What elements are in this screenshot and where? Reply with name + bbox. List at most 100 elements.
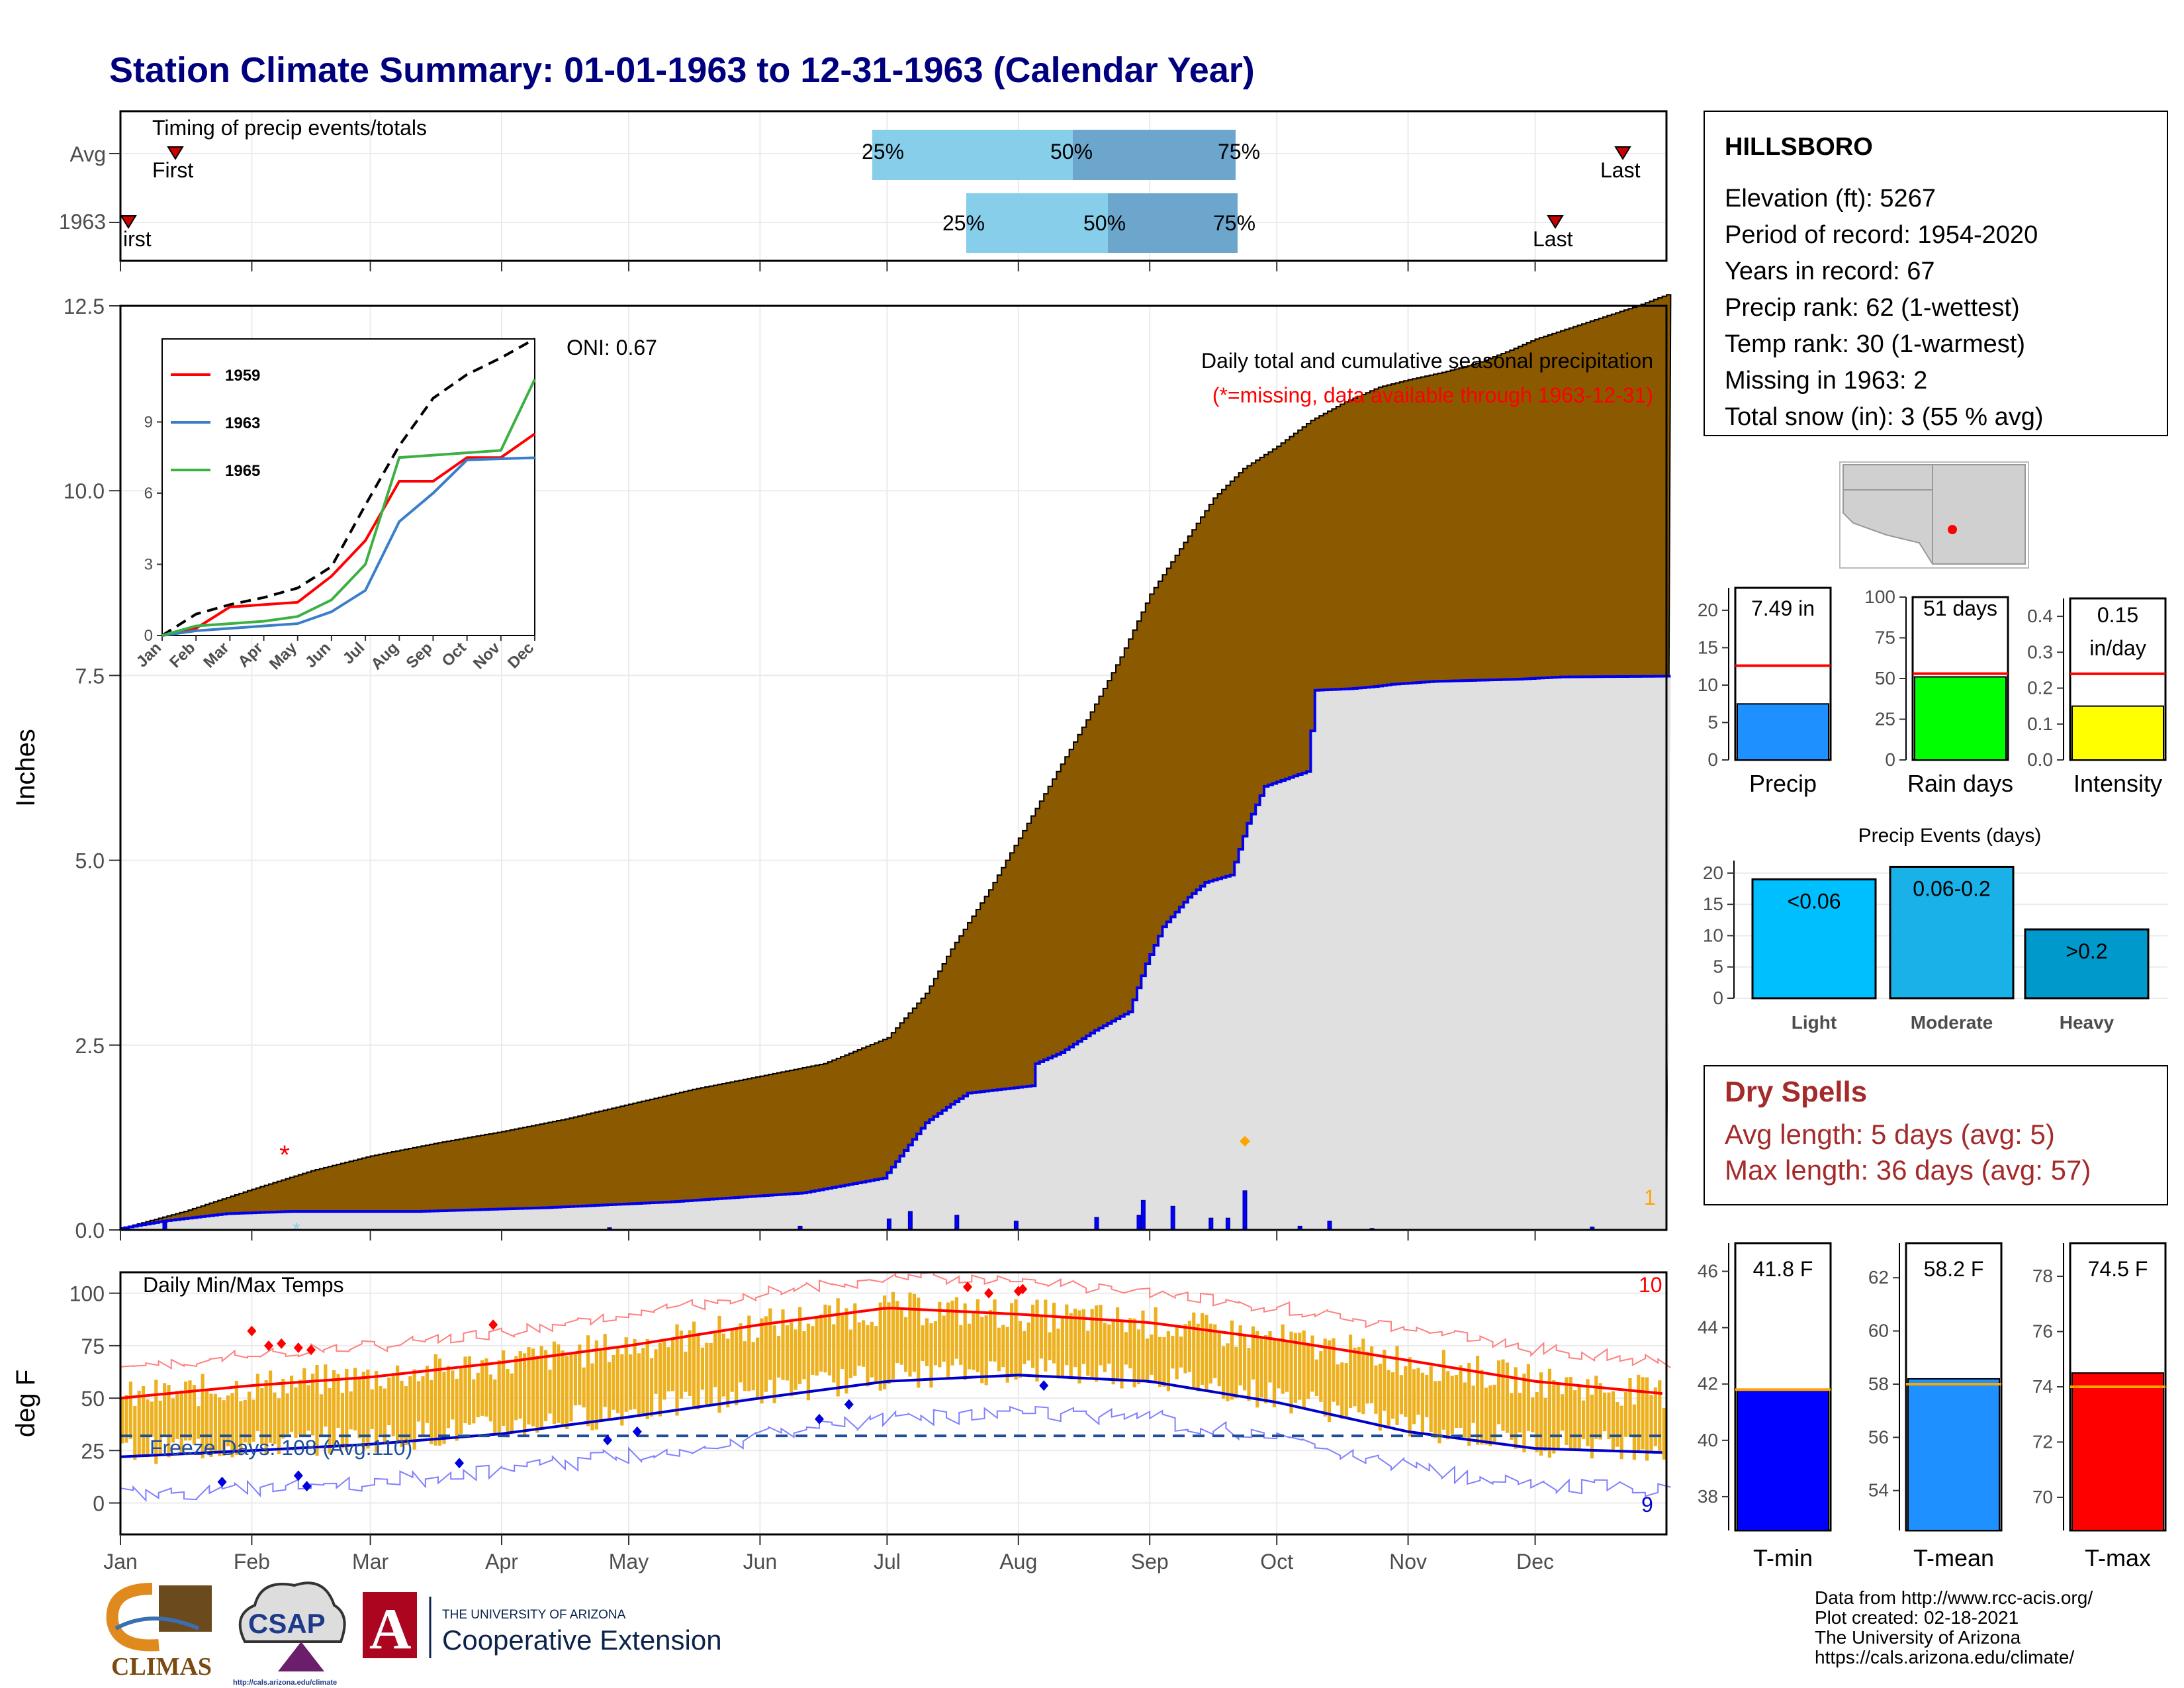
daily-temp-range-bar xyxy=(1641,1377,1645,1450)
station-line-missing: Missing in 1963: 2 xyxy=(1725,367,1927,395)
temp-ylabel: deg F xyxy=(11,1370,40,1437)
daily-temp-range-bar xyxy=(1510,1393,1514,1440)
events-ytick-label: 15 xyxy=(1703,894,1723,914)
avg-min-temp-line xyxy=(120,1374,1662,1458)
daily-temp-range-bar xyxy=(1408,1357,1412,1437)
timing-avg-25-label: 25% xyxy=(862,140,904,164)
record-min-marker xyxy=(455,1458,464,1469)
bar-value-rain-days xyxy=(1914,676,2007,761)
bar-ytick-label: 72 xyxy=(2032,1431,2053,1452)
daily-temp-range-bar xyxy=(459,1366,463,1434)
daily-temp-range-bar xyxy=(798,1307,802,1384)
daily-temp-range-bar xyxy=(281,1378,285,1439)
temperature-bar-charts: 38 40 42 44 46 T-min 41.8 F 54 56 58 60 62 T-mean 58.… xyxy=(1698,1242,2167,1571)
daily-temp-range-bar xyxy=(1370,1346,1374,1403)
record-min-marker xyxy=(1039,1380,1049,1391)
events-category-label: Heavy xyxy=(2060,1012,2115,1033)
daily-temp-range-bar xyxy=(243,1399,247,1443)
daily-temp-range-bar xyxy=(544,1350,548,1422)
daily-temp-range-bar xyxy=(349,1391,353,1430)
inset-series-1959 xyxy=(161,432,536,637)
daily-temp-range-bar xyxy=(1374,1365,1378,1414)
daily-temp-range-bar xyxy=(1010,1303,1014,1378)
daily-temp-range-bar xyxy=(1603,1392,1607,1432)
daily-temp-range-bar xyxy=(908,1292,912,1377)
bar-ytick-label: 46 xyxy=(1698,1261,1718,1282)
month-label: May xyxy=(609,1550,649,1573)
daily-temp-range-bar xyxy=(862,1320,866,1367)
timing-1963-bar-50-75 xyxy=(1108,193,1238,253)
daily-temp-range-bar xyxy=(205,1391,209,1449)
csap-url: http://cals.arizona.edu/climate xyxy=(233,1679,337,1687)
daily-temp-range-bar xyxy=(1526,1364,1530,1431)
daily-temp-range-bar xyxy=(1031,1304,1035,1368)
main-ytick-label: 5.0 xyxy=(75,849,105,873)
station-location-marker xyxy=(1948,525,1957,534)
bar-value-t-min xyxy=(1737,1389,1829,1531)
daily-temp-range-bar xyxy=(1628,1378,1632,1437)
timing-1963-first-label: irst xyxy=(123,227,152,251)
daily-temp-range-bar xyxy=(1649,1395,1653,1452)
inset-legend-label-1959: 1959 xyxy=(225,367,260,385)
daily-temp-range-bar xyxy=(739,1323,743,1383)
daily-temp-range-bar xyxy=(921,1325,925,1362)
daily-temp-range-bar xyxy=(417,1381,421,1422)
bar-ytick-label: 54 xyxy=(1868,1480,1889,1501)
daily-temp-range-bar xyxy=(476,1372,480,1418)
daily-temp-range-bar xyxy=(641,1348,645,1417)
daily-temp-range-bar xyxy=(1353,1347,1357,1407)
daily-temp-range-bar xyxy=(963,1303,967,1380)
daily-temp-range-bar xyxy=(730,1330,734,1392)
daily-temp-range-bar xyxy=(213,1393,217,1454)
daily-temp-range-bar xyxy=(1039,1316,1043,1359)
daily-temp-range-bar xyxy=(163,1383,167,1435)
daily-temp-range-bar xyxy=(1412,1369,1416,1425)
daily-temp-range-bar xyxy=(488,1374,492,1422)
daily-temp-range-bar xyxy=(578,1344,582,1405)
daily-temp-range-bar xyxy=(1547,1368,1551,1458)
daily-temp-range-bar xyxy=(688,1330,692,1396)
daily-temp-range-bar xyxy=(404,1386,408,1446)
daily-temp-range-bar xyxy=(772,1325,776,1403)
daily-temp-range-bar xyxy=(768,1308,772,1380)
daily-temp-range-bar xyxy=(878,1302,882,1391)
summary-bar-charts: 0 5 10 15 20 Precip 7.49 in 0 25 50 75 100 Rain days… xyxy=(1698,586,2167,797)
daily-temp-range-bar xyxy=(438,1358,442,1446)
daily-temp-range-bar xyxy=(391,1373,395,1436)
bar-category-label: T-mean xyxy=(1913,1544,1994,1571)
daily-temp-range-bar xyxy=(561,1350,565,1428)
daily-temp-range-bar xyxy=(273,1392,277,1444)
daily-temp-range-bar xyxy=(848,1329,852,1379)
csap-wordmark: CSAP xyxy=(248,1608,326,1639)
station-line-period: Period of record: 1954-2020 xyxy=(1725,221,2038,249)
daily-temp-range-bar xyxy=(1014,1299,1018,1380)
daily-temp-range-bar xyxy=(1306,1345,1310,1399)
daily-temp-range-bar xyxy=(1166,1331,1170,1391)
daily-temp-range-bar xyxy=(184,1382,188,1441)
daily-temp-range-bar xyxy=(938,1301,942,1368)
bar-ytick-label: 10 xyxy=(1698,675,1718,695)
daily-precip-bar xyxy=(1170,1205,1175,1231)
bar-ytick-label: 58 xyxy=(1868,1374,1889,1394)
daily-temp-range-bar xyxy=(1116,1307,1120,1382)
page-title: Station Climate Summary: 01-01-1963 to 1… xyxy=(109,50,1255,90)
bar-ytick-label: 70 xyxy=(2032,1487,2053,1507)
events-category-label: Moderate xyxy=(1911,1012,1993,1033)
daily-precip-bar xyxy=(162,1222,167,1231)
daily-temp-range-bar xyxy=(666,1347,670,1391)
temp-panel-frame xyxy=(119,1271,1668,1536)
daily-temp-range-bar xyxy=(1476,1356,1480,1445)
daily-temp-range-bar xyxy=(968,1323,972,1370)
daily-temp-range-bar xyxy=(1281,1324,1285,1394)
daily-temp-range-bar xyxy=(1658,1380,1662,1452)
daily-temp-range-bar xyxy=(412,1369,416,1450)
locator-map xyxy=(1839,461,2029,569)
daily-temp-range-bar xyxy=(531,1348,535,1427)
record-max-marker xyxy=(247,1325,257,1336)
daily-temp-range-bar xyxy=(1124,1332,1128,1365)
daily-temp-range-bar xyxy=(950,1300,954,1366)
month-axis: Jan Feb Mar Apr May Jun Jul Aug Sep Oct Nov Dec xyxy=(103,1534,1554,1573)
timing-panel: 25% 50% 75% 25% 50% 75% Timing of precip event… xyxy=(59,110,1668,271)
daily-temp-range-bar xyxy=(361,1372,365,1451)
main-ytick-label: 10.0 xyxy=(64,479,105,503)
